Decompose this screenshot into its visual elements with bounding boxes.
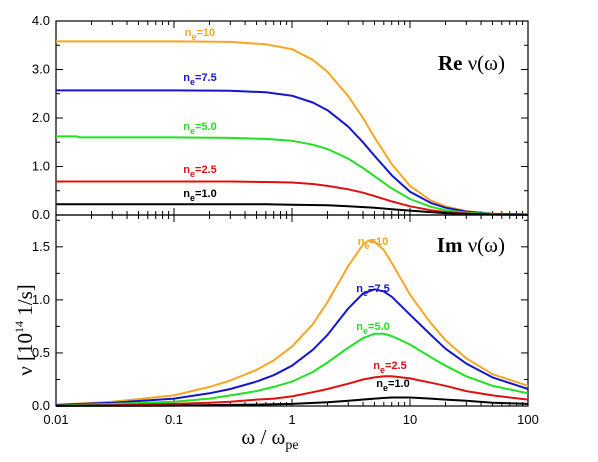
- series-label-sub: e: [383, 383, 388, 393]
- x-tick-label: 0.01: [43, 412, 68, 427]
- series-label-prefix: n: [183, 188, 190, 200]
- series-label-sub: e: [190, 126, 195, 136]
- series-label-value: =1.0: [195, 188, 217, 200]
- series-line-ne2_5: [55, 375, 529, 407]
- panel-title: Re ν(ω): [438, 51, 505, 75]
- series-label-prefix: n: [373, 360, 380, 372]
- series-label-ne1_0: ne=1.0: [376, 378, 409, 393]
- series-label-value: =2.5: [195, 164, 217, 176]
- y-tick-label: 2.0: [32, 110, 50, 125]
- series-label-prefix: n: [183, 164, 190, 176]
- series-line-ne10: [55, 239, 529, 406]
- x-axis-label: ω / ωpe: [241, 425, 298, 453]
- series-label-prefix: n: [376, 378, 383, 390]
- series-line-ne1_0: [55, 396, 529, 407]
- series-label-value: =1.0: [388, 378, 410, 390]
- series-line-ne5_0: [56, 135, 529, 216]
- y-tick-label: 0.0: [32, 398, 50, 413]
- y-tick-label: 1.0: [32, 159, 50, 174]
- panel-real: 0.01.02.03.04.0ne=10ne=7.5ne=5.0ne=2.5ne…: [32, 13, 529, 222]
- series-label-ne1_0: ne=1.0: [183, 188, 216, 203]
- series-label-value: =7.5: [368, 283, 390, 295]
- series-label-ne10: ne=10: [358, 236, 388, 251]
- series-label-ne2_5: ne=2.5: [373, 360, 406, 375]
- series-label-value: =7.5: [195, 72, 217, 84]
- series-label-prefix: n: [183, 72, 190, 84]
- x-tick-label: 100: [517, 412, 539, 427]
- series-label-sub: e: [380, 365, 385, 375]
- series-label-sub: e: [363, 288, 368, 298]
- series-label-sub: e: [365, 241, 370, 251]
- series-label-ne7_5: ne=7.5: [183, 72, 216, 87]
- panel-imag: 0.00.51.01.5 ne=10ne=7.5ne=5.0ne=2.5ne=1.…: [32, 214, 529, 413]
- series-label-ne7_5: ne=7.5: [356, 283, 389, 298]
- series-label-value: =5.0: [368, 321, 390, 333]
- y-tick-label: 1.0: [32, 292, 50, 307]
- panel-title-part: Re: [438, 51, 463, 75]
- y-axis-label: ν [1014 1/s]: [12, 284, 37, 376]
- y-tick-label: 0.0: [32, 207, 50, 222]
- series-line-ne5_0: [55, 332, 529, 407]
- y-tick-label: 4.0: [32, 13, 50, 28]
- x-tick-label: 1: [288, 412, 295, 427]
- panel-title-symbol: ν(ω): [462, 233, 505, 257]
- series-label-value: =2.5: [385, 360, 407, 372]
- series-line-ne7_5: [56, 89, 529, 216]
- plot-area: 0.01.02.03.04.0ne=10ne=7.5ne=5.0ne=2.5ne…: [32, 13, 539, 427]
- series-label-sub: e: [190, 193, 195, 203]
- series-label-sub: e: [192, 32, 197, 42]
- series-label-ne2_5: ne=2.5: [183, 164, 216, 179]
- x-tick-label: 0.1: [165, 412, 183, 427]
- series-label-value: =10: [197, 27, 216, 39]
- series-label-sub: e: [190, 77, 195, 87]
- panel-title-part: Im: [437, 233, 463, 257]
- y-tick-label: 0.5: [32, 345, 50, 360]
- series-label-ne5_0: ne=5.0: [356, 321, 389, 336]
- series-line-ne1_0: [56, 203, 529, 216]
- series-label-value: =10: [370, 236, 389, 248]
- series-label-sub: e: [363, 326, 368, 336]
- series-line-ne7_5: [55, 288, 529, 406]
- series-label-ne5_0: ne=5.0: [183, 121, 216, 136]
- series-label-prefix: n: [356, 321, 363, 333]
- series-label-prefix: n: [185, 27, 192, 39]
- series-label-prefix: n: [358, 236, 365, 248]
- series-label-prefix: n: [183, 121, 190, 133]
- y-tick-label: 3.0: [32, 62, 50, 77]
- series-label-ne10: ne=10: [185, 27, 215, 42]
- series-label-prefix: n: [356, 283, 363, 295]
- series-label-sub: e: [190, 169, 195, 179]
- panel-title-symbol: ν(ω): [462, 51, 505, 75]
- series-line-ne10: [56, 40, 529, 216]
- panel-title: Im ν(ω): [437, 233, 505, 257]
- y-tick-label: 1.5: [32, 239, 50, 254]
- series-label-value: =5.0: [195, 121, 217, 133]
- x-tick-label: 10: [403, 412, 417, 427]
